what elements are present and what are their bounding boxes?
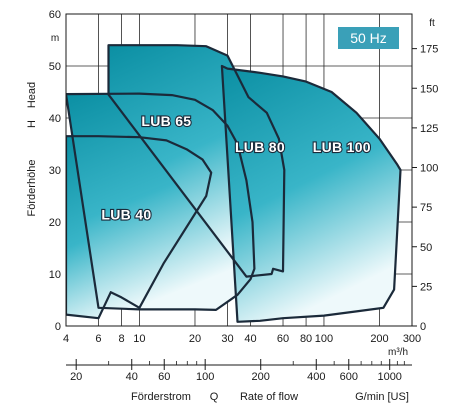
y-left-tick-label: 20 — [49, 217, 61, 229]
x-m3h-tick-label: 20 — [189, 333, 201, 345]
x-usgpm-tick-label: 40 — [126, 371, 138, 383]
plot-frame — [65, 13, 413, 327]
label-lub-65: LUB 65 — [141, 113, 191, 129]
x-usgpm-tick-label: 600 — [340, 371, 358, 383]
x-usgpm-tick-label: 100 — [196, 371, 214, 383]
y-left-tick-label: 60 — [49, 9, 61, 21]
y-right-tick-label: 175 — [420, 44, 438, 56]
x-m3h-tick-label: 6 — [95, 333, 101, 345]
x-title-de: Förderstrom — [131, 391, 191, 403]
y-title-h: H — [26, 120, 38, 128]
x-usgpm-tick-label: 20 — [70, 371, 82, 383]
y-title-head: Head — [26, 82, 38, 108]
y-right-tick-label: 125 — [420, 123, 438, 135]
performance-fill — [66, 45, 401, 322]
region-labels: LUB 40 LUB 65 LUB 80 LUB 100 — [100, 112, 371, 224]
y-right-tick-label: 150 — [420, 83, 438, 95]
frequency-badge: 50 Hz — [338, 27, 399, 49]
x-usgpm-tick-label: 200 — [252, 371, 270, 383]
label-lub-100: LUB 100 — [313, 139, 371, 155]
x-m3h-tick-label: 10 — [133, 333, 145, 345]
y-right-tick-label: 0 — [420, 321, 426, 333]
x-m3h-tick-label: 40 — [244, 333, 256, 345]
fill-lub-100 — [221, 66, 401, 322]
x-m3h-unit: m³/h — [388, 347, 408, 358]
x-m3h-tick-label: 300 — [403, 333, 421, 345]
label-lub-80: LUB 80 — [235, 139, 285, 155]
y-right-tick-label: 25 — [420, 281, 432, 293]
y-left-tick-label: 40 — [49, 113, 61, 125]
y-right-unit: ft — [429, 18, 435, 29]
curve-outlines — [66, 44, 402, 323]
x-m3h-tick-label: 100 — [315, 333, 333, 345]
x-title-en: Rate of flow — [240, 391, 298, 403]
x-m3h-tick-label: 30 — [221, 333, 233, 345]
y-right-tick-label: 75 — [420, 202, 432, 214]
x-title-unit: G/min [US] — [355, 391, 409, 403]
outline-lub-65 — [66, 92, 256, 311]
outline-lub-100 — [220, 64, 402, 323]
badge-box — [338, 27, 399, 49]
y-right-tick-label: 100 — [420, 163, 438, 175]
y-title-foerderhoehe: Förderhöhe — [26, 160, 38, 217]
y-left-tick-label: 10 — [49, 269, 61, 281]
x-m3h-tick-label: 200 — [370, 333, 388, 345]
outline-lub-80 — [107, 44, 286, 278]
x-title-q: Q — [210, 391, 219, 403]
badge-text: 50 Hz — [350, 30, 387, 46]
label-lub-40: LUB 40 — [101, 206, 151, 222]
outline-lub-40 — [66, 135, 213, 320]
y-left-tick-label: 0 — [55, 321, 61, 333]
x-usgpm-tick-label: 60 — [158, 371, 170, 383]
y-left-tick-label: 50 — [49, 61, 61, 73]
x-usgpm-tick-label: 400 — [307, 371, 325, 383]
y-right-tick-label: 50 — [420, 242, 432, 254]
x-m3h-tick-label: 4 — [63, 333, 69, 345]
x-usgpm-tick-label: 1000 — [377, 371, 401, 383]
x-m3h-tick-label: 60 — [277, 333, 289, 345]
y-left-tick-label: 30 — [49, 165, 61, 177]
y-left-unit: m — [51, 33, 59, 44]
x-m3h-tick-label: 8 — [118, 333, 124, 345]
x-m3h-tick-label: 80 — [300, 333, 312, 345]
